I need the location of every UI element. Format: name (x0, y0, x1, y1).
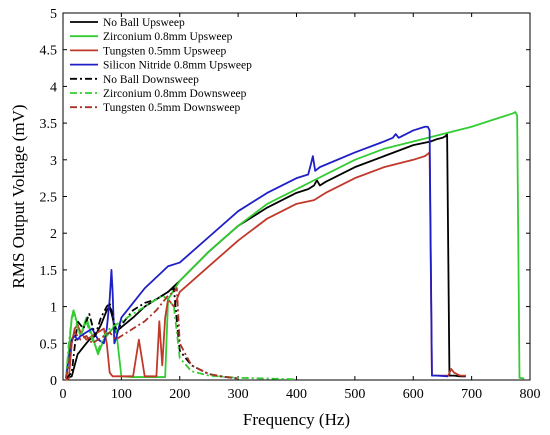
y-tick-label: 3 (50, 154, 57, 169)
legend: No Ball Upsweep Zirconium 0.8mm Upsweep Tu… (70, 17, 252, 114)
series-line-3 (65, 151, 466, 381)
legend-label: Silicon Nitride 0.8mm Upsweep (103, 60, 252, 72)
x-tick-label: 700 (461, 387, 482, 402)
x-tick-label: 500 (344, 387, 365, 402)
x-tick-label: 0 (60, 387, 67, 402)
y-tick-label: 4 (50, 80, 57, 95)
x-tick-label: 400 (286, 387, 307, 402)
y-tick-label: 2.5 (40, 191, 58, 206)
series-line-4 (65, 125, 449, 379)
y-tick-label: 0 (50, 374, 57, 389)
y-tick-label: 1 (50, 301, 57, 316)
y-tick-label: 4.5 (40, 44, 58, 59)
y-axis-label: RMS Output Voltage (mV) (9, 104, 28, 288)
series-line-6 (65, 294, 297, 381)
y-axis: 0 0.5 1 1.5 2 2.5 3 3.5 4 4.5 5 (40, 7, 530, 389)
y-tick-label: 1.5 (40, 264, 58, 279)
x-axis: 0 100 200 300 400 500 600 700 800 (60, 13, 541, 402)
x-tick-label: 300 (228, 387, 249, 402)
x-tick-label: 600 (403, 387, 424, 402)
legend-label: Tungsten 0.5mm Downsweep (103, 102, 241, 114)
x-tick-label: 800 (520, 387, 541, 402)
legend-label: Tungsten 0.5mm Upsweep (103, 45, 226, 57)
series-layer (65, 111, 525, 381)
legend-label: Zirconium 0.8mm Upsweep (103, 31, 233, 43)
series-line-1 (65, 133, 466, 380)
y-tick-label: 2 (50, 227, 57, 242)
x-tick-label: 100 (111, 387, 132, 402)
y-tick-label: 5 (50, 7, 57, 22)
y-tick-label: 0.5 (40, 337, 58, 352)
plot-area (62, 12, 531, 381)
series-line-7 (65, 287, 239, 380)
legend-label: No Ball Upsweep (103, 17, 185, 29)
x-axis-label: Frequency (Hz) (243, 410, 350, 429)
legend-label: Zirconium 0.8mm Downsweep (103, 88, 247, 100)
x-tick-label: 200 (169, 387, 190, 402)
y-tick-label: 3.5 (40, 117, 58, 132)
legend-label: No Ball Downsweep (103, 74, 199, 86)
